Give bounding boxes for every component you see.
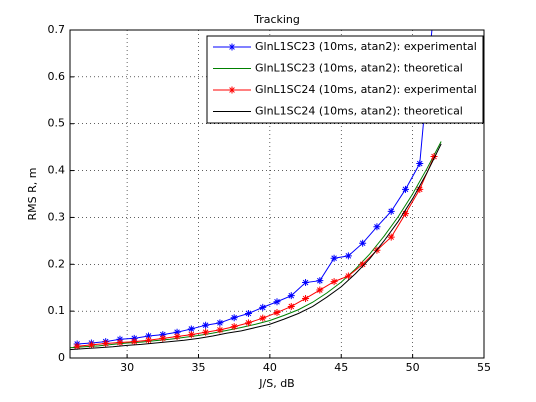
- marker: [330, 254, 338, 262]
- y-tick-label: 0.3: [48, 210, 66, 223]
- legend-label: GlnL1SC23 (10ms, atan2): theoretical: [255, 62, 463, 75]
- marker: [244, 319, 252, 327]
- x-axis-label: J/S, dB: [258, 377, 294, 390]
- legend-marker: [228, 86, 236, 94]
- legend-star: [228, 43, 236, 51]
- series-line: [70, 143, 442, 351]
- marker: [230, 314, 238, 322]
- legend-label: GlnL1SC24 (10ms, atan2): experimental: [255, 83, 477, 96]
- marker: [401, 210, 409, 218]
- marker: [244, 309, 252, 317]
- marker: [159, 331, 167, 339]
- marker: [330, 278, 338, 286]
- series-line: [70, 141, 442, 349]
- x-tick-label: 45: [334, 361, 348, 374]
- marker: [344, 252, 352, 260]
- marker: [202, 328, 210, 336]
- legend-star: [228, 86, 236, 94]
- marker: [359, 260, 367, 268]
- y-axis-label: RMS R, m: [26, 168, 39, 221]
- marker: [259, 314, 267, 322]
- marker: [187, 331, 195, 339]
- marker: [316, 277, 324, 285]
- marker: [87, 341, 95, 349]
- marker: [230, 323, 238, 331]
- y-tick-label: 0.6: [48, 70, 66, 83]
- legend: GlnL1SC23 (10ms, atan2): experimental Gln…: [206, 35, 484, 124]
- marker: [416, 185, 424, 193]
- marker: [273, 309, 281, 317]
- y-tick-label: 0.7: [48, 23, 66, 36]
- marker: [373, 223, 381, 231]
- marker: [387, 233, 395, 241]
- legend-label: GlnL1SC24 (10ms, atan2): theoretical: [255, 105, 463, 118]
- marker: [116, 339, 124, 347]
- marker: [216, 319, 224, 327]
- legend-box: [206, 35, 484, 124]
- marker: [287, 302, 295, 310]
- y-tick-label: 0.1: [48, 304, 66, 317]
- y-tick-label: 0.4: [48, 164, 66, 177]
- marker: [302, 279, 310, 287]
- marker: [173, 332, 181, 340]
- marker: [73, 342, 81, 350]
- x-tick-label: 50: [406, 361, 420, 374]
- marker: [344, 272, 352, 280]
- marker: [187, 325, 195, 333]
- marker: [159, 334, 167, 342]
- marker: [173, 328, 181, 336]
- legend-marker: [228, 43, 236, 51]
- x-tick-label: 40: [263, 361, 277, 374]
- marker: [259, 303, 267, 311]
- marker: [387, 207, 395, 215]
- marker: [316, 286, 324, 294]
- marker: [430, 153, 438, 161]
- chart-title: Tracking: [253, 13, 300, 26]
- marker: [145, 332, 153, 340]
- series: [70, 30, 442, 351]
- plot-frame: [69, 29, 485, 359]
- marker: [130, 338, 138, 346]
- x-tick-label: 55: [477, 361, 491, 374]
- marker: [202, 321, 210, 329]
- y-tick-label: 0.5: [48, 117, 66, 130]
- x-tick-label: 35: [191, 361, 205, 374]
- y-tick-label: 0: [58, 351, 65, 364]
- marker: [273, 298, 281, 306]
- x-tick-label: 30: [120, 361, 134, 374]
- marker: [416, 160, 424, 168]
- marker: [302, 294, 310, 302]
- marker: [401, 185, 409, 193]
- legend-label: GlnL1SC23 (10ms, atan2): experimental: [255, 40, 477, 53]
- marker: [102, 339, 110, 347]
- marker: [145, 336, 153, 344]
- marker: [287, 292, 295, 300]
- y-tick-label: 0.2: [48, 257, 66, 270]
- marker: [359, 239, 367, 247]
- marker: [216, 326, 224, 334]
